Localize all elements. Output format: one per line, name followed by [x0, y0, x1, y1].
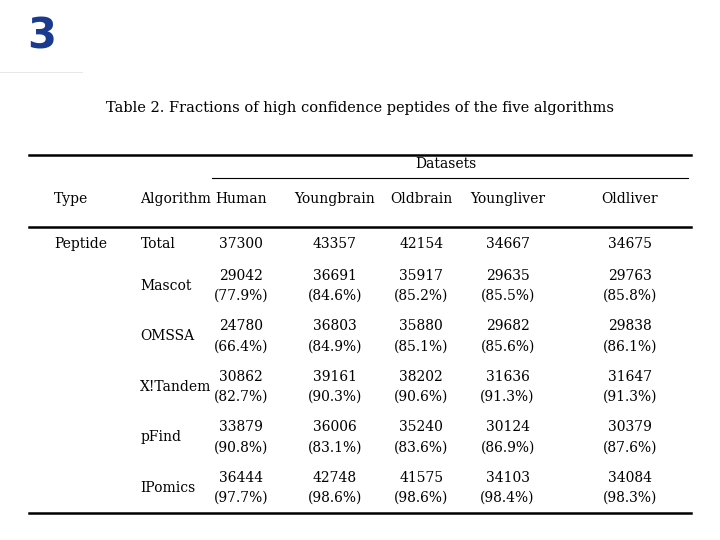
Text: 43357: 43357 — [312, 237, 357, 251]
Text: OMSSA: OMSSA — [140, 329, 194, 343]
Text: 42154: 42154 — [399, 237, 444, 251]
Text: (85.6%): (85.6%) — [480, 340, 535, 354]
Text: Mascot: Mascot — [140, 279, 192, 293]
Text: 35240: 35240 — [400, 420, 443, 434]
Text: (77.9%): (77.9%) — [214, 289, 269, 303]
Text: (90.6%): (90.6%) — [394, 390, 449, 404]
Text: Datasets: Datasets — [415, 157, 477, 171]
Text: 35880: 35880 — [400, 319, 443, 333]
Text: (83.1%): (83.1%) — [307, 440, 362, 454]
Text: 35917: 35917 — [399, 269, 444, 283]
Text: 34103: 34103 — [485, 470, 530, 484]
Text: (98.4%): (98.4%) — [480, 491, 535, 505]
Text: (85.5%): (85.5%) — [480, 289, 535, 303]
Text: Peptide: Peptide — [54, 237, 107, 251]
Text: (90.3%): (90.3%) — [307, 390, 362, 404]
Text: 34667: 34667 — [485, 237, 530, 251]
Text: Algorithm: Algorithm — [140, 192, 211, 206]
Text: Comparison_high-confidence peptides: Comparison_high-confidence peptides — [102, 22, 720, 51]
Text: (84.6%): (84.6%) — [307, 289, 362, 303]
Text: 29838: 29838 — [608, 319, 652, 333]
Text: 41575: 41575 — [399, 470, 444, 484]
Text: 31636: 31636 — [486, 370, 529, 384]
Text: (85.8%): (85.8%) — [603, 289, 657, 303]
Text: Oldbrain: Oldbrain — [390, 192, 452, 206]
Text: (86.9%): (86.9%) — [480, 440, 535, 454]
Text: (98.6%): (98.6%) — [307, 491, 362, 505]
Text: 36803: 36803 — [313, 319, 356, 333]
Text: (85.2%): (85.2%) — [394, 289, 449, 303]
Text: (83.6%): (83.6%) — [394, 440, 449, 454]
Text: IPomics: IPomics — [140, 481, 196, 495]
Text: 37300: 37300 — [220, 237, 263, 251]
Text: (66.4%): (66.4%) — [214, 340, 269, 354]
Text: Oldliver: Oldliver — [602, 192, 658, 206]
Text: (91.3%): (91.3%) — [603, 390, 657, 404]
Text: (90.8%): (90.8%) — [214, 440, 269, 454]
Text: (85.1%): (85.1%) — [394, 340, 449, 354]
Text: X!Tandem: X!Tandem — [140, 380, 212, 394]
Text: 39161: 39161 — [312, 370, 357, 384]
Text: (82.7%): (82.7%) — [214, 390, 269, 404]
Text: 30379: 30379 — [608, 420, 652, 434]
Text: 29763: 29763 — [608, 269, 652, 283]
Text: (87.6%): (87.6%) — [603, 440, 657, 454]
Text: 34084: 34084 — [608, 470, 652, 484]
Text: 30862: 30862 — [220, 370, 263, 384]
Text: (97.7%): (97.7%) — [214, 491, 269, 505]
Text: 3: 3 — [27, 16, 56, 57]
Text: pFind: pFind — [140, 430, 181, 444]
Text: 33879: 33879 — [220, 420, 263, 434]
Text: Table 2. Fractions of high confidence peptides of the five algorithms: Table 2. Fractions of high confidence pe… — [106, 101, 614, 115]
Text: 29635: 29635 — [486, 269, 529, 283]
Text: 36444: 36444 — [219, 470, 264, 484]
Text: 34675: 34675 — [608, 237, 652, 251]
Text: (98.3%): (98.3%) — [603, 491, 657, 505]
Text: Youngbrain: Youngbrain — [294, 192, 375, 206]
Text: Human: Human — [215, 192, 267, 206]
Text: 36006: 36006 — [313, 420, 356, 434]
Text: Youngliver: Youngliver — [470, 192, 545, 206]
Text: 24780: 24780 — [219, 319, 264, 333]
Text: 30124: 30124 — [485, 420, 530, 434]
Text: (84.9%): (84.9%) — [307, 340, 362, 354]
Text: 38202: 38202 — [400, 370, 443, 384]
Text: (86.1%): (86.1%) — [603, 340, 657, 354]
Text: 29042: 29042 — [220, 269, 263, 283]
Text: 31647: 31647 — [608, 370, 652, 384]
Text: Total: Total — [140, 237, 175, 251]
Text: 42748: 42748 — [312, 470, 357, 484]
Text: 36691: 36691 — [313, 269, 356, 283]
Text: Type: Type — [54, 192, 89, 206]
Text: (91.3%): (91.3%) — [480, 390, 535, 404]
Text: (98.6%): (98.6%) — [394, 491, 449, 505]
Text: 29682: 29682 — [486, 319, 529, 333]
